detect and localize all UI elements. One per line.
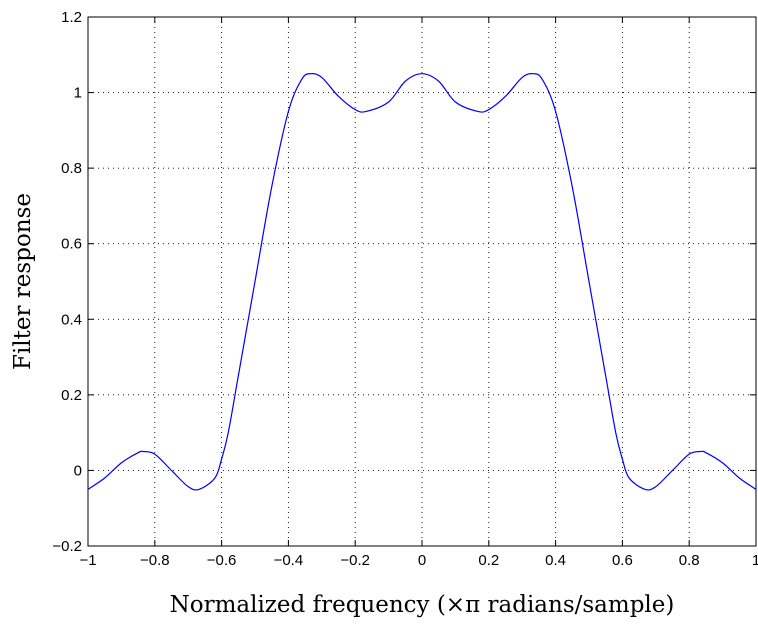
y-tick-label: 1.2 — [61, 9, 82, 26]
x-tick-label: 0 — [418, 552, 426, 569]
x-axis-label: Normalized frequency (×π radians/sample) — [170, 592, 675, 618]
x-tick-label: −0.8 — [140, 552, 170, 569]
y-axis-label: Filter response — [10, 193, 36, 370]
filter-response-line — [87, 72, 757, 491]
x-tick-label: 1 — [752, 552, 758, 569]
x-tick-label: −0.6 — [207, 552, 237, 569]
y-tick-labels: −0.2 0 0.2 0.4 0.6 0.8 1 1.2 — [52, 9, 82, 555]
y-tick-label: −0.2 — [52, 538, 82, 555]
x-tick-label: 0.8 — [679, 552, 700, 569]
x-tick-label: 0.4 — [545, 552, 566, 569]
y-tick-label: 0.8 — [61, 160, 82, 177]
y-tick-label: 1 — [74, 85, 82, 102]
x-tick-label: 0.2 — [478, 552, 499, 569]
series-curve-layer — [87, 72, 757, 491]
y-tick-label: 0.6 — [61, 236, 82, 253]
x-tick-label: −0.4 — [274, 552, 304, 569]
x-tick-label: −1 — [79, 552, 96, 569]
y-tick-label: 0.4 — [61, 311, 82, 328]
y-tick-label: 0 — [74, 462, 82, 479]
x-tick-labels: −1 −0.8 −0.6 −0.4 −0.2 0 0.2 0.4 0.6 0.8 1 — [79, 552, 758, 569]
x-tick-label: −0.2 — [340, 552, 370, 569]
grid — [88, 17, 756, 546]
x-tick-label: 0.6 — [612, 552, 633, 569]
tick-marks — [87, 16, 757, 547]
y-tick-label: 0.2 — [61, 387, 82, 404]
plot-frame — [87, 16, 757, 547]
